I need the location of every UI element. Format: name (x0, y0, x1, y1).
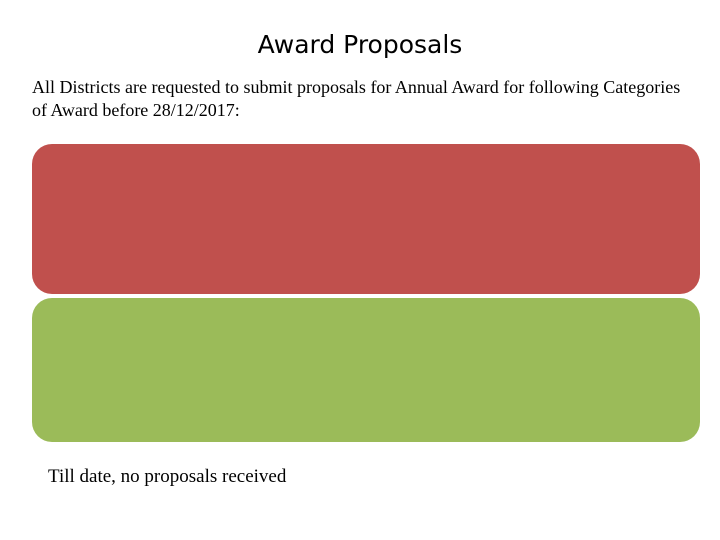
status-text: Till date, no proposals received (48, 466, 287, 487)
category-box (32, 144, 700, 294)
title: Award Proposals (257, 30, 463, 59)
intro-text: All Districts are requested to submit pr… (32, 77, 681, 120)
category-box (32, 298, 700, 442)
